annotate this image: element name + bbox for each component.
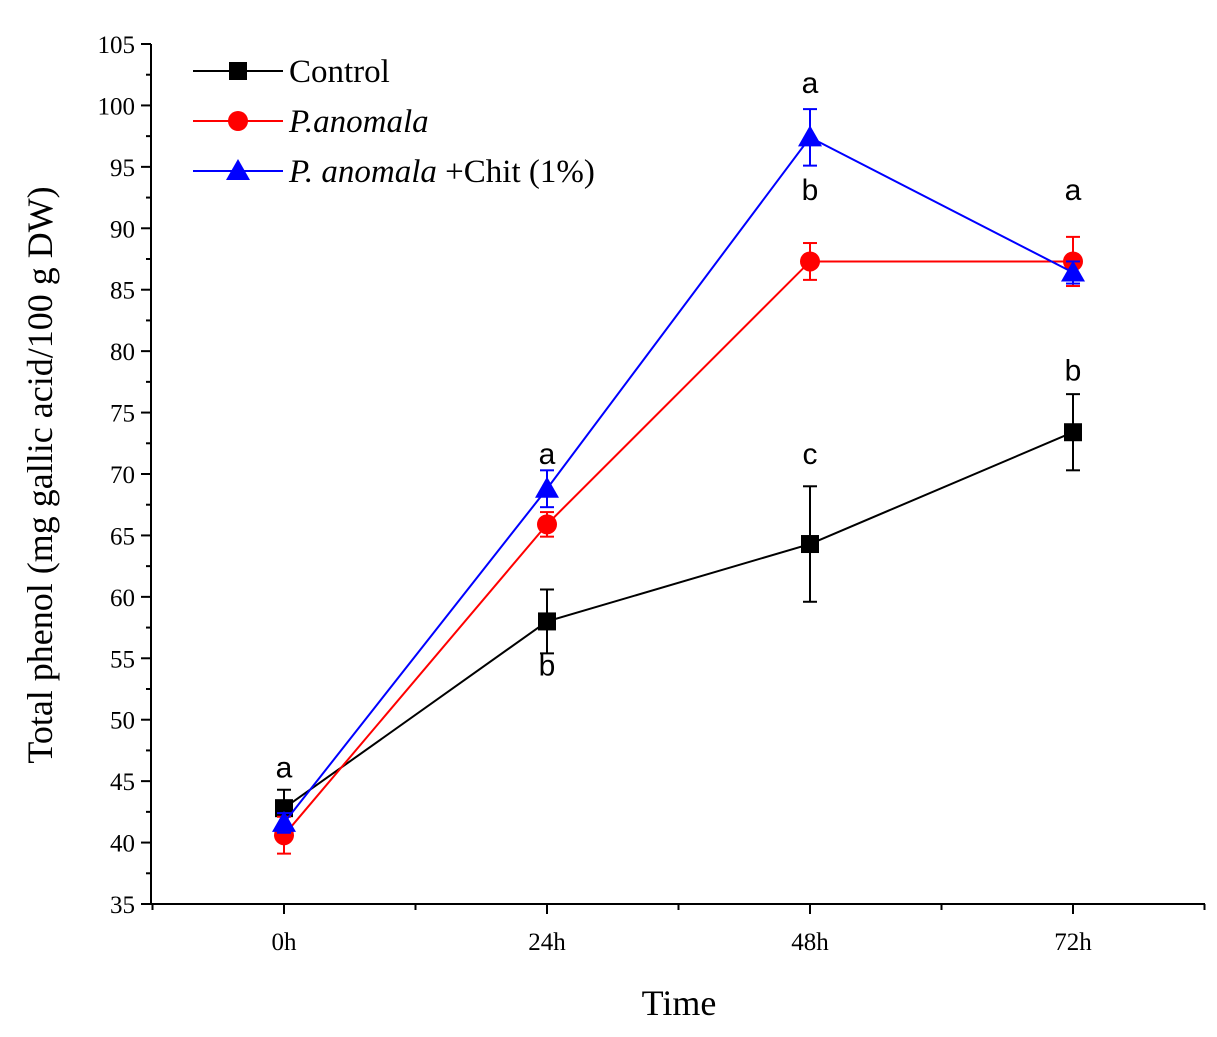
significance-letter: a [276, 751, 293, 784]
y-tick-label: 95 [110, 155, 135, 182]
series-control [275, 393, 1082, 828]
x-tick-label: 72h [1054, 929, 1092, 956]
y-tick-label: 50 [110, 708, 135, 735]
data-point [1061, 260, 1085, 282]
legend-label-part: +Chit (1%) [437, 154, 595, 190]
data-point [272, 810, 296, 832]
y-tick-label: 65 [110, 523, 135, 550]
y-tick-label: 45 [110, 769, 135, 796]
significance-letter: b [1065, 355, 1082, 388]
legend: Control P.anomala P. anomala +Chit (1%) [193, 54, 595, 190]
legend-label-part: P. anomala [288, 154, 437, 190]
series-line [283, 260, 1073, 836]
y-tick-label: 105 [98, 32, 136, 59]
series-p-anomala [274, 235, 1083, 855]
y-tick-label: 85 [110, 278, 135, 305]
legend-entry: P.anomala [193, 104, 429, 140]
significance-letter: b [802, 174, 819, 207]
data-point [535, 476, 559, 498]
significance-letter: a [1065, 174, 1082, 207]
y-tick-label: 35 [110, 892, 135, 919]
x-tick-label: 48h [791, 929, 829, 956]
legend-entry: Control [193, 54, 390, 90]
legend-entry: P. anomala +Chit (1%) [193, 154, 595, 190]
y-ticks: 35 40 45 50 55 60 65 70 75 80 85 90 95 100 105 [98, 32, 151, 919]
significance-letter: b [539, 649, 556, 682]
y-tick-label: 80 [110, 339, 135, 366]
data-point [798, 125, 822, 147]
x-ticks: 0h 24h 48h 72h [151, 904, 1206, 956]
y-tick-label: 90 [110, 216, 135, 243]
legend-label-part: P.anomala [288, 104, 429, 140]
significance-letter: a [539, 438, 556, 471]
legend-marker [228, 111, 248, 131]
y-tick-label: 55 [110, 646, 135, 673]
y-tick-label: 75 [110, 401, 135, 428]
legend-marker [226, 159, 250, 180]
x-axis-title: Time [642, 983, 717, 1023]
series-line [283, 431, 1074, 809]
significance-letters: a a b a b c a b [276, 67, 1082, 784]
data-point [800, 251, 820, 272]
series-line [283, 136, 1074, 824]
legend-marker [229, 62, 247, 80]
data-point [537, 514, 557, 535]
x-tick-label: 24h [528, 929, 566, 956]
legend-label-part: Control [289, 54, 390, 90]
y-tick-label: 100 [98, 93, 136, 120]
legend-label: P.anomala [288, 104, 429, 140]
significance-letter: a [802, 67, 819, 100]
y-axis-title: Total phenol (mg gallic acid/100 g DW) [20, 186, 60, 763]
x-tick-label: 0h [272, 929, 298, 956]
significance-letter: c [803, 438, 818, 471]
y-tick-label: 70 [110, 462, 135, 489]
axes: 35 40 45 50 55 60 65 70 75 80 85 90 95 100 105 0h 24h 48… [98, 32, 1206, 956]
y-tick-label: 60 [110, 585, 135, 612]
series-layer [272, 108, 1085, 855]
y-tick-label: 40 [110, 831, 135, 858]
data-point [538, 612, 556, 631]
series-p-anomala-chit-1 [272, 108, 1085, 834]
data-point [801, 535, 819, 554]
data-point [1064, 423, 1082, 442]
legend-label: P. anomala +Chit (1%) [288, 154, 595, 190]
legend-label: Control [289, 54, 390, 90]
